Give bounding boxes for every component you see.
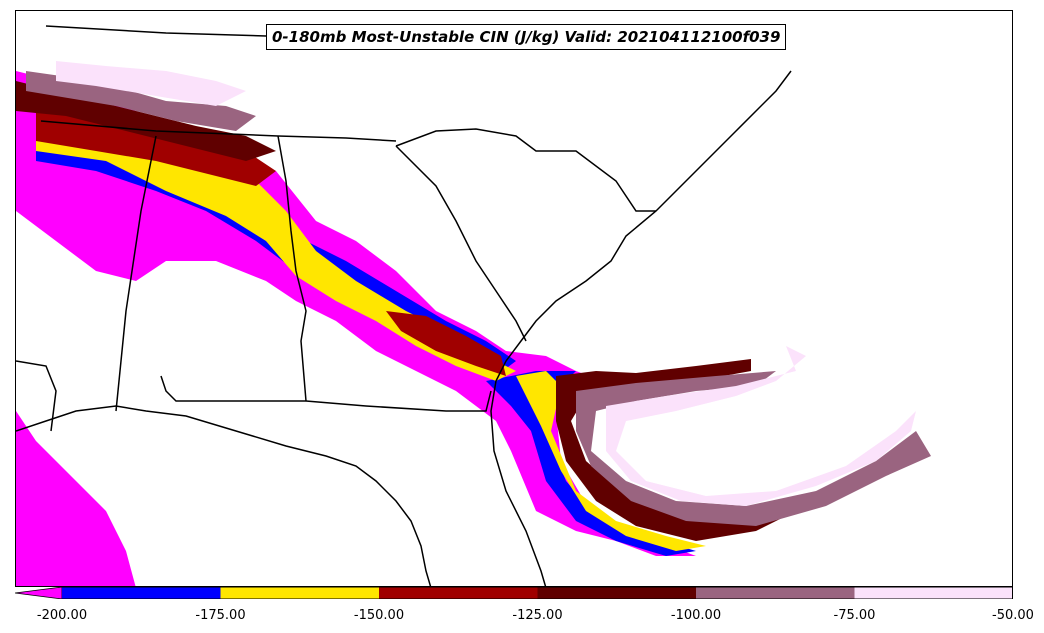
cin-shading bbox=[16, 61, 931, 586]
coastline-atlantic bbox=[490, 70, 792, 586]
state-border-tn-south bbox=[40, 120, 397, 142]
state-border-al-ga bbox=[277, 135, 307, 402]
state-border-ga-sc bbox=[395, 145, 527, 342]
colorbar-bin bbox=[220, 587, 379, 599]
cin-band-125-100-e bbox=[556, 359, 796, 541]
cin-core bbox=[631, 391, 896, 486]
state-border-nc-sc bbox=[395, 128, 656, 212]
map-title: 0-180mb Most-Unstable CIN (J/kg) Valid: … bbox=[266, 24, 787, 50]
colorbar-outline bbox=[62, 587, 1013, 599]
state-border-ga-fl bbox=[305, 390, 492, 412]
colorbar-bin bbox=[62, 587, 221, 599]
state-border-al-fl bbox=[160, 375, 306, 402]
colorbar-tick-label: -175.00 bbox=[195, 608, 246, 623]
colorbar-tick-label: -100.00 bbox=[670, 608, 722, 623]
cin-band-125-100 bbox=[16, 81, 276, 161]
colorbar-tick-label: -150.00 bbox=[353, 608, 405, 623]
cin-band-100-75 bbox=[26, 71, 256, 131]
colorbar-tick-label: -75.00 bbox=[833, 608, 876, 623]
colorbar-bin bbox=[537, 587, 696, 599]
cin-band-175-150-e bbox=[516, 371, 706, 551]
colorbar-bin bbox=[379, 587, 538, 599]
cin-band-75-50 bbox=[56, 61, 246, 106]
state-border-ms-la bbox=[16, 360, 57, 432]
coastline-gulf bbox=[16, 405, 432, 586]
colorbar-under-extension bbox=[15, 587, 63, 599]
cin-band-150-125-c bbox=[386, 311, 506, 376]
colorbar-bin bbox=[696, 587, 855, 599]
colorbar-bin bbox=[854, 587, 1013, 599]
map-panel: 0-180mb Most-Unstable CIN (J/kg) Valid: … bbox=[15, 10, 1013, 587]
state-border-ms-al bbox=[115, 135, 157, 412]
colorbar bbox=[15, 587, 1013, 599]
colorbar-tick-label: -200.00 bbox=[36, 608, 88, 623]
cin-band-under-sw bbox=[16, 411, 136, 586]
colorbar-tick-label: -125.00 bbox=[512, 608, 563, 623]
cin-band-100-75-e bbox=[576, 371, 931, 526]
cin-map bbox=[16, 25, 931, 586]
colorbar-tick-label: -50.00 bbox=[992, 608, 1034, 623]
